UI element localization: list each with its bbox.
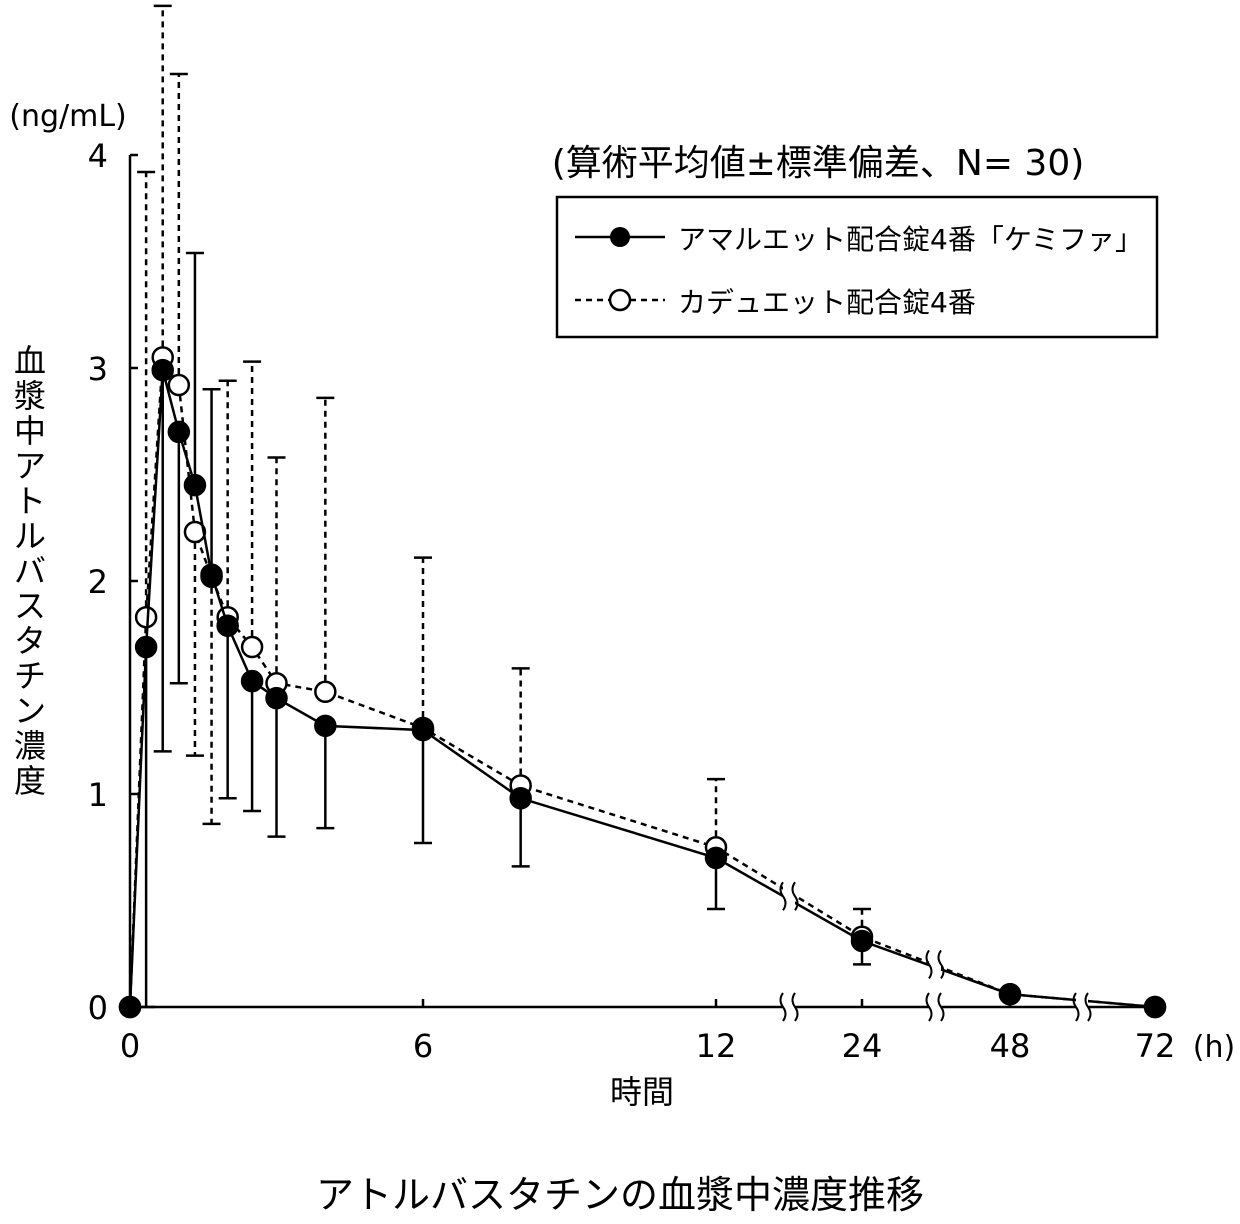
data-point	[1143, 995, 1167, 1019]
series-1	[118, 251, 1167, 1019]
x-tick-label: 48	[990, 1027, 1031, 1065]
x-tick-label: 6	[413, 1027, 433, 1065]
x-tick-label: 24	[842, 1027, 883, 1065]
y-label-char: 度	[14, 762, 46, 800]
y-label-char: タ	[14, 622, 46, 660]
y-tick-label: 4	[88, 137, 108, 175]
data-point	[411, 718, 435, 742]
data-point	[265, 686, 288, 710]
x-tick-label: 0	[120, 1027, 140, 1065]
data-point	[240, 635, 264, 659]
y-label-char: 中	[14, 412, 46, 450]
y-label-char: バ	[14, 552, 46, 590]
data-point	[704, 846, 728, 870]
y-tick-label: 2	[88, 563, 108, 601]
legend-label-1: アマルエット配合錠4番「ケミファ」	[678, 223, 1143, 256]
y-tick-label: 0	[88, 989, 108, 1027]
y-label-char: ア	[14, 447, 46, 485]
data-point	[151, 358, 174, 382]
axis-break-mark	[1072, 992, 1092, 1022]
data-point	[183, 473, 207, 497]
y-tick-label: 3	[88, 350, 108, 388]
series-line	[128, 353, 1156, 1009]
legend-marker-filled	[610, 227, 630, 247]
data-point	[216, 614, 239, 637]
data-point	[134, 635, 158, 659]
data-point	[167, 373, 191, 397]
data-point	[314, 714, 337, 738]
data-point	[509, 787, 532, 810]
y-label-char: ト	[14, 482, 46, 520]
x-tick-label: 72	[1135, 1027, 1176, 1065]
data-point	[240, 669, 264, 693]
data-point	[998, 982, 1022, 1006]
axis-break-mark	[779, 881, 799, 911]
y-label-char: チ	[14, 657, 46, 695]
y-label-char: 血	[14, 342, 46, 380]
x-tick-label: 12	[696, 1027, 737, 1065]
data-point	[134, 605, 158, 629]
legend-label-2: カデュエット配合錠4番	[678, 286, 976, 319]
y-label-char: ル	[14, 517, 46, 555]
data-point	[314, 680, 337, 704]
y-unit: (ng/mL)	[9, 99, 127, 134]
legend-marker-open	[608, 288, 632, 312]
x-unit: (h)	[1193, 1030, 1235, 1065]
y-tick-label: 1	[88, 776, 108, 814]
data-point	[118, 995, 142, 1019]
x-axis-label: 時間	[610, 1073, 674, 1111]
annotation: (算術平均値±標準偏差、N= 30)	[552, 143, 1085, 184]
data-point	[200, 563, 223, 586]
axis-break-mark	[779, 992, 799, 1022]
y-label-char: 濃	[14, 727, 46, 765]
y-label-char: 漿	[14, 377, 46, 415]
data-point	[167, 420, 191, 444]
y-label-char: ス	[14, 587, 46, 625]
chart-title: アトルバスタチンの血漿中濃度推移	[316, 1173, 924, 1217]
data-point	[183, 520, 207, 544]
legend-box	[555, 195, 1159, 339]
y-label-char: ン	[14, 692, 46, 730]
axis-break-mark	[925, 992, 945, 1022]
axis-break-mark	[925, 949, 945, 979]
data-point	[850, 929, 874, 953]
